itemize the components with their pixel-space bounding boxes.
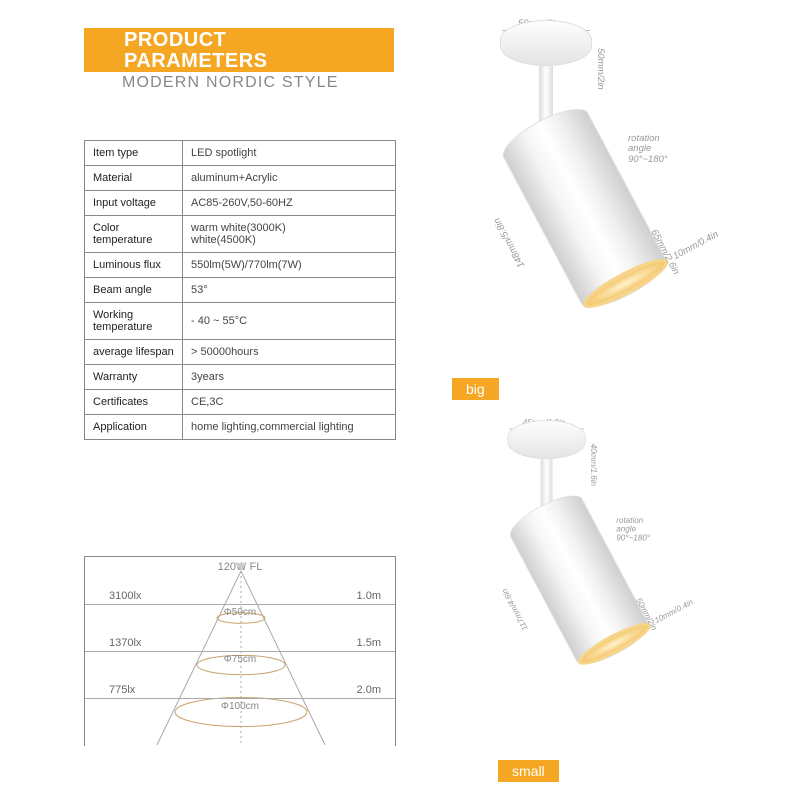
cone-dist: 1.5m xyxy=(357,637,381,649)
spec-label: Material xyxy=(85,166,183,191)
cone-lx: 775lx xyxy=(109,684,135,696)
dim-mount-h-small: 40mm/1.6in xyxy=(588,444,597,486)
spec-row: Materialaluminum+Acrylic xyxy=(85,166,396,191)
rotation-label-small: rotation angle90°~180° xyxy=(616,517,650,544)
cone-dist: 2.0m xyxy=(357,684,381,696)
spec-value: 3years xyxy=(183,365,396,390)
dim-lip-small: 10mm/0.4in xyxy=(653,598,695,626)
dim-barrel-len-small: 117mm/4.6in xyxy=(500,587,530,632)
cone-lx: 1370lx xyxy=(109,637,141,649)
spec-label: Luminous flux xyxy=(85,253,183,278)
cone-diam: Φ50cm xyxy=(224,607,256,618)
spec-label: Working temperature xyxy=(85,303,183,340)
title-line-1: PRODUCT xyxy=(124,29,226,51)
spec-label: Color temperature xyxy=(85,216,183,253)
barrel-small xyxy=(504,487,654,672)
dim-lip-big: 10mm/0.4in xyxy=(671,229,720,262)
spec-label: Input voltage xyxy=(85,191,183,216)
barrel-lip-big xyxy=(578,251,673,315)
spec-row: Input voltageAC85-260V,50-60HZ xyxy=(85,191,396,216)
spec-value: > 50000hours xyxy=(183,340,396,365)
mount-big xyxy=(500,20,592,66)
barrel-big xyxy=(496,99,673,317)
spec-table: Item typeLED spotlightMaterialaluminum+A… xyxy=(84,140,396,440)
spec-row: Luminous flux550lm(5W)/770lm(7W) xyxy=(85,253,396,278)
spotlight-big: 50mm/2in 50mm/2in rotation angle90°~180°… xyxy=(470,20,592,320)
tag-big: big xyxy=(452,378,499,400)
cone-svg xyxy=(85,557,397,747)
header: PRODUCT PARAMETERS MODERN NORDIC STYLE xyxy=(84,28,394,92)
barrel-lip-small xyxy=(574,616,655,671)
header-subtitle: MODERN NORDIC STYLE xyxy=(122,74,394,92)
spec-value: AC85-260V,50-60HZ xyxy=(183,191,396,216)
spec-label: Application xyxy=(85,415,183,440)
cone-lx: 3100lx xyxy=(109,590,141,602)
spec-row: Color temperaturewarm white(3000K)white(… xyxy=(85,216,396,253)
spec-value: aluminum+Acrylic xyxy=(183,166,396,191)
product-area: 50mm/2in 50mm/2in rotation angle90°~180°… xyxy=(420,0,780,800)
mount-small xyxy=(508,420,586,459)
spec-row: CertificatesCE,3C xyxy=(85,390,396,415)
cone-row: 3100lx1.0mΦ50cm xyxy=(85,604,395,605)
spec-label: average lifespan xyxy=(85,340,183,365)
cone-diam: Φ75cm xyxy=(224,654,256,665)
spec-label: Certificates xyxy=(85,390,183,415)
spec-value: 53° xyxy=(183,278,396,303)
spec-row: Item typeLED spotlight xyxy=(85,141,396,166)
spec-value: home lighting,commercial lighting xyxy=(183,415,396,440)
spotlight-small: 45mm/1.8in 40mm/1.6in rotation angle90°~… xyxy=(482,420,586,675)
beam-cone-diagram: 120W FL 3100lx1.0mΦ50cm1370lx1.5mΦ75cm77… xyxy=(84,556,396,746)
tag-small: small xyxy=(498,760,559,782)
header-title: PRODUCT PARAMETERS xyxy=(124,30,268,72)
cone-row: 775lx2.0mΦ100cm xyxy=(85,698,395,699)
spec-label: Beam angle xyxy=(85,278,183,303)
spec-row: Warranty3years xyxy=(85,365,396,390)
dim-mount-h-big: 50mm/2in xyxy=(595,48,606,90)
spec-row: Working temperature- 40 ~ 55°C xyxy=(85,303,396,340)
spec-value: warm white(3000K)white(4500K) xyxy=(183,216,396,253)
rotation-label-big: rotation angle90°~180° xyxy=(628,134,668,165)
cone-top-label: 120W FL xyxy=(218,561,263,573)
cone-row: 1370lx1.5mΦ75cm xyxy=(85,651,395,652)
title-line-2: PARAMETERS xyxy=(124,50,268,72)
spec-row: Applicationhome lighting,commercial ligh… xyxy=(85,415,396,440)
spec-value: 550lm(5W)/770lm(7W) xyxy=(183,253,396,278)
dim-barrel-len-big: 148mm/5.8in xyxy=(492,216,527,270)
barrel-wrap-small: 117mm/4.6in 50mm/2in 10mm/0.4in xyxy=(504,487,654,672)
spec-value: LED spotlight xyxy=(183,141,396,166)
cone-dist: 1.0m xyxy=(357,590,381,602)
cone-diam: Φ100cm xyxy=(221,701,259,712)
barrel-wrap-big: 148mm/5.8in 65mm/2.6in 10mm/0.4in xyxy=(496,99,673,317)
spec-value: CE,3C xyxy=(183,390,396,415)
spec-row: Beam angle53° xyxy=(85,278,396,303)
spec-label: Item type xyxy=(85,141,183,166)
spec-row: average lifespan> 50000hours xyxy=(85,340,396,365)
spec-value: - 40 ~ 55°C xyxy=(183,303,396,340)
spec-label: Warranty xyxy=(85,365,183,390)
